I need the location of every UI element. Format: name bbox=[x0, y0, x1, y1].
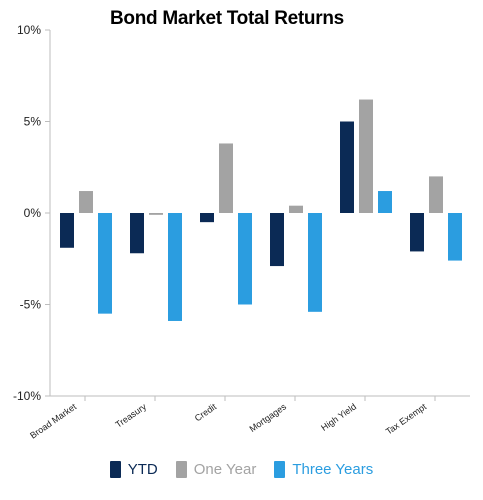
legend-label-three-years: Three Years bbox=[292, 461, 374, 478]
bar-three-years-mortgages bbox=[308, 213, 322, 312]
legend-item-three-years: Three Years bbox=[274, 461, 373, 478]
y-tick-label: 5% bbox=[24, 115, 42, 129]
x-axis-ticks: Broad Market Treasury Credit Mortgages High … bbox=[28, 396, 436, 441]
bar-one-year-treasury bbox=[149, 213, 163, 215]
legend-swatch-one-year bbox=[175, 461, 187, 478]
bar-three-years-treasury bbox=[168, 213, 182, 321]
legend-label-ytd: YTD bbox=[127, 461, 158, 478]
bar-three-years-tax-exempt bbox=[448, 213, 462, 261]
legend-item-ytd: YTD bbox=[109, 461, 158, 478]
legend-label-one-year: One Year bbox=[193, 461, 257, 478]
legend: YTD One Year Three Years bbox=[0, 461, 483, 478]
bar-one-year-tax-exempt bbox=[429, 176, 443, 213]
legend-swatch-three-years bbox=[274, 461, 286, 478]
x-tick-label: Tax Exempt bbox=[384, 401, 429, 436]
axes bbox=[49, 30, 470, 397]
y-tick-label: -5% bbox=[20, 298, 42, 312]
bar-three-years-high-yield bbox=[378, 191, 392, 213]
x-tick-label: Credit bbox=[193, 401, 219, 423]
bar-ytd-mortgages bbox=[270, 213, 284, 267]
bar-one-year-mortgages bbox=[289, 205, 303, 213]
x-tick-label: High Yield bbox=[319, 401, 358, 432]
bar-one-year-broad-market bbox=[79, 191, 93, 213]
y-tick-label: 0% bbox=[24, 206, 42, 220]
y-tick-label: -10% bbox=[13, 389, 41, 403]
y-axis-ticks: 10% 5% 0% -5% -10% bbox=[13, 23, 50, 403]
chart-title: Bond Market Total Returns bbox=[110, 8, 344, 29]
bar-ytd-tax-exempt bbox=[410, 213, 424, 252]
x-tick-label: Treasury bbox=[114, 401, 149, 430]
y-tick-label: 10% bbox=[17, 23, 41, 37]
legend-swatch-ytd bbox=[109, 461, 121, 478]
bar-ytd-broad-market bbox=[60, 213, 74, 248]
bar-ytd-credit bbox=[200, 213, 214, 223]
bar-three-years-credit bbox=[238, 213, 252, 305]
bar-one-year-high-yield bbox=[359, 99, 373, 213]
bar-chart: 10% 5% 0% -5% -10% Broad Market Treasury Credi… bbox=[13, 23, 470, 441]
x-tick-label: Broad Market bbox=[28, 401, 78, 440]
bar-one-year-credit bbox=[219, 143, 233, 213]
bar-ytd-high-yield bbox=[340, 121, 354, 213]
bars bbox=[60, 99, 462, 321]
bar-ytd-treasury bbox=[130, 213, 144, 254]
x-tick-label: Mortgages bbox=[248, 401, 289, 434]
legend-item-one-year: One Year bbox=[175, 461, 257, 478]
bar-three-years-broad-market bbox=[98, 213, 112, 314]
